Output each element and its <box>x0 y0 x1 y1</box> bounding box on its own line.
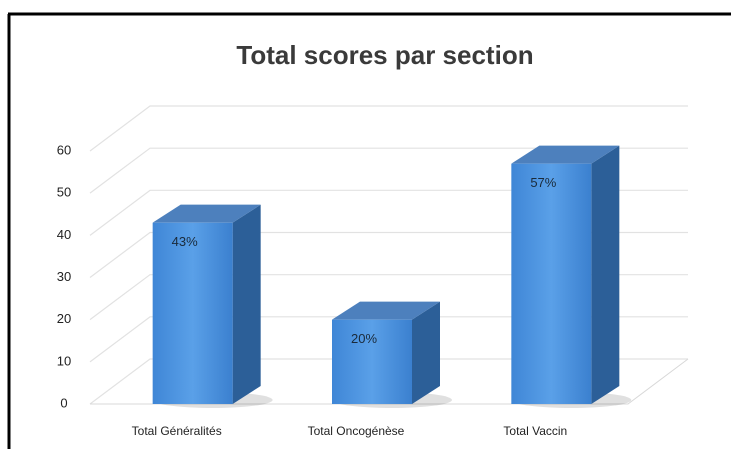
bar-side <box>232 204 261 404</box>
data-label: 20% <box>351 331 377 346</box>
grid-line <box>89 105 688 152</box>
grid-line <box>89 147 688 194</box>
bar-top <box>152 204 261 223</box>
bar <box>332 319 412 404</box>
floor-edge <box>90 358 689 405</box>
bar-side <box>412 301 440 404</box>
x-tick-label: Total Oncogénèse <box>308 424 405 438</box>
y-tick-label: 30 <box>57 269 71 284</box>
y-tick-label: 10 <box>57 353 71 368</box>
grid-line <box>89 358 688 405</box>
y-tick-label: 0 <box>60 395 67 410</box>
grid-line <box>89 274 688 321</box>
x-tick-label: Total Vaccin <box>503 424 567 438</box>
bar <box>152 222 233 404</box>
bar-top <box>332 301 440 320</box>
grid-line <box>89 189 688 236</box>
y-tick-label: 40 <box>57 227 71 242</box>
y-tick-label: 20 <box>57 311 71 326</box>
x-tick-label: Total Généralités <box>132 424 222 438</box>
y-tick-label: 60 <box>57 142 71 157</box>
grid-line <box>89 316 688 363</box>
y-tick-label: 50 <box>57 185 71 200</box>
bar-top <box>511 145 620 164</box>
data-label: 57% <box>530 175 556 190</box>
bar-side <box>591 145 620 404</box>
bar <box>511 163 592 404</box>
grid-line <box>89 231 688 278</box>
chart-title: Total scores par section <box>236 40 533 70</box>
data-label: 43% <box>172 234 198 249</box>
